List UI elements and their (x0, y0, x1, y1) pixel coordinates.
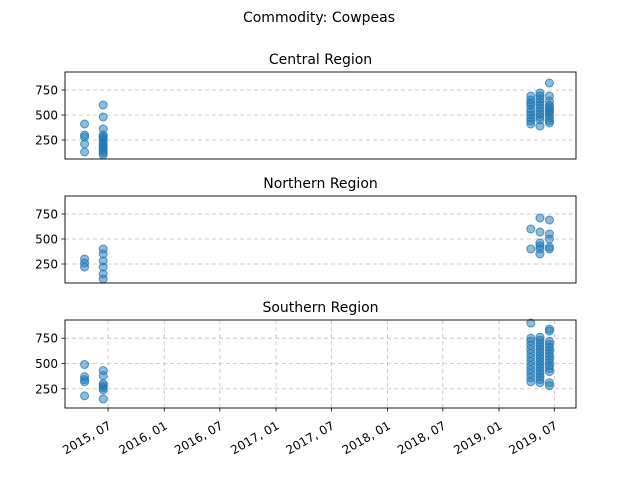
southern-region-y-tick-label: 500 (35, 357, 58, 371)
northern-region-point (80, 262, 90, 272)
southern-region-x-tick-label: 2017, 07 (284, 418, 337, 457)
southern-region-point (98, 394, 108, 404)
central-region-y-tick-label: 250 (35, 134, 58, 148)
northern-region-point (535, 249, 545, 259)
southern-region-x-tick-label: 2017, 01 (228, 418, 281, 457)
central-region-point (98, 150, 108, 160)
southern-region-point (80, 391, 90, 401)
central-region-point (80, 139, 90, 149)
northern-region-point (535, 227, 545, 237)
southern-region-y-tick-label: 750 (35, 332, 58, 346)
northern-region-title: Northern Region (263, 176, 378, 192)
southern-region-point (526, 318, 536, 328)
northern-region-point (526, 224, 536, 234)
central-region-point (544, 118, 554, 128)
central-region-panel: Central Region 250 500 750 (35, 52, 577, 160)
southern-region-panel: Southern Region 250 500 750 2015, 07 2016, 01… (35, 300, 577, 457)
central-region-point (526, 119, 536, 129)
central-region-point (80, 119, 90, 129)
northern-region-panel: Northern Region 250 500 750 (35, 176, 577, 284)
southern-region-point (535, 378, 545, 388)
southern-region-title: Southern Region (262, 300, 378, 316)
southern-region-x-tick-label: 2016, 01 (116, 418, 169, 457)
northern-region-point (535, 213, 545, 223)
southern-region-axes-frame (64, 319, 577, 409)
southern-region-point (98, 371, 108, 381)
central-region-y-tick-label: 500 (35, 109, 58, 123)
northern-region-point (544, 234, 554, 244)
northern-region-y-tick-label: 500 (35, 233, 58, 247)
northern-region-point (544, 244, 554, 254)
southern-region-point (544, 381, 554, 391)
figure-suptitle: Commodity: Cowpeas (243, 10, 395, 26)
northern-region-point (98, 274, 108, 284)
central-region-y-tick-label: 750 (35, 84, 58, 98)
southern-region-x-tick-label: 2019, 01 (451, 418, 504, 457)
central-region-axes-frame (64, 71, 577, 160)
southern-region-x-tick-label: 2016, 07 (172, 418, 225, 457)
southern-region-point (98, 385, 108, 395)
southern-region-point (80, 360, 90, 370)
northern-region-y-tick-label: 250 (35, 258, 58, 272)
northern-region-y-tick-label: 750 (35, 208, 58, 222)
central-region-title: Central Region (269, 52, 372, 68)
southern-region-x-tick-label: 2018, 01 (340, 418, 393, 457)
southern-region-x-tick-label: 2019, 07 (507, 418, 560, 457)
southern-region-point (526, 377, 536, 387)
northern-region-point (544, 215, 554, 225)
southern-region-y-tick-label: 250 (35, 382, 58, 396)
southern-region-point (80, 377, 90, 387)
southern-region-point (544, 326, 554, 336)
central-region-point (535, 121, 545, 131)
northern-region-axes-frame (64, 195, 577, 284)
southern-region-x-tick-label: 2018, 07 (395, 418, 448, 457)
southern-region-point (544, 367, 554, 377)
southern-region-x-tick-label: 2015, 07 (60, 418, 113, 457)
central-region-point (98, 112, 108, 122)
central-region-point (80, 147, 90, 157)
northern-region-point (526, 244, 536, 254)
central-region-point (98, 100, 108, 110)
central-region-point (544, 78, 554, 88)
